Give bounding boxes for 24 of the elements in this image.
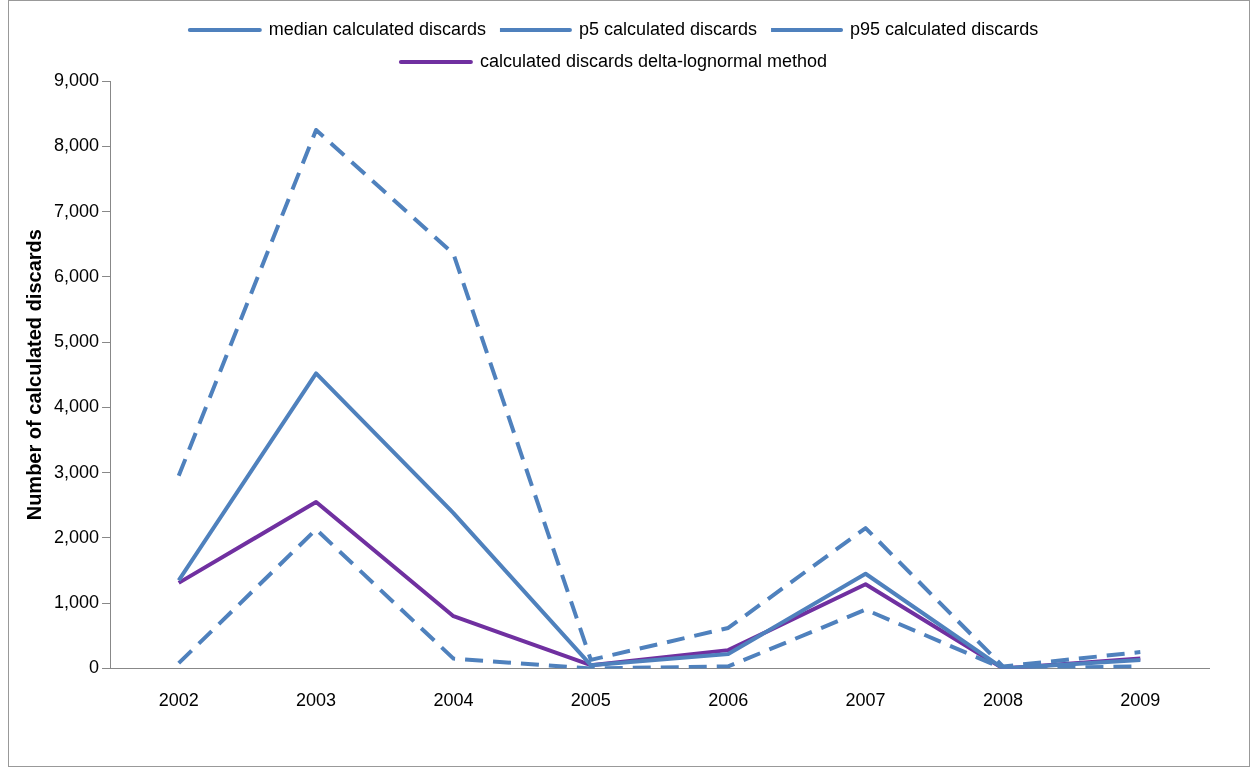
y-tick-label: 7,000 — [54, 200, 100, 221]
y-tick-label: 5,000 — [54, 331, 100, 352]
legend-label: p5 calculated discards — [578, 18, 758, 39]
x-tick-label: 2007 — [845, 690, 886, 711]
y-tick-label: 1,000 — [54, 592, 100, 613]
x-tick-label: 2005 — [570, 690, 611, 711]
y-tick-label: 0 — [89, 657, 100, 678]
y-tick-label: 3,000 — [54, 461, 100, 482]
y-tick-label: 8,000 — [54, 135, 100, 156]
x-tick-label: 2006 — [708, 690, 749, 711]
legend-label: calculated discards delta-lognormal method — [479, 50, 828, 71]
legend-label: median calculated discards — [268, 18, 486, 39]
y-axis-title: Number of calculated discards — [22, 229, 45, 521]
line-series — [176, 127, 1143, 669]
y-tick-label: 2,000 — [54, 526, 100, 547]
y-tick-label: 4,000 — [54, 396, 100, 417]
y-tick-label: 9,000 — [54, 69, 100, 90]
x-tick-label: 2002 — [158, 690, 199, 711]
x-tick-label: 2009 — [1120, 690, 1161, 711]
x-tick-label: 2008 — [982, 690, 1023, 711]
x-tick-label: 2004 — [433, 690, 474, 711]
x-tick-label: 2003 — [296, 690, 337, 711]
y-tick-label: 6,000 — [54, 265, 100, 286]
legend-label: p95 calculated discards — [850, 18, 1039, 39]
